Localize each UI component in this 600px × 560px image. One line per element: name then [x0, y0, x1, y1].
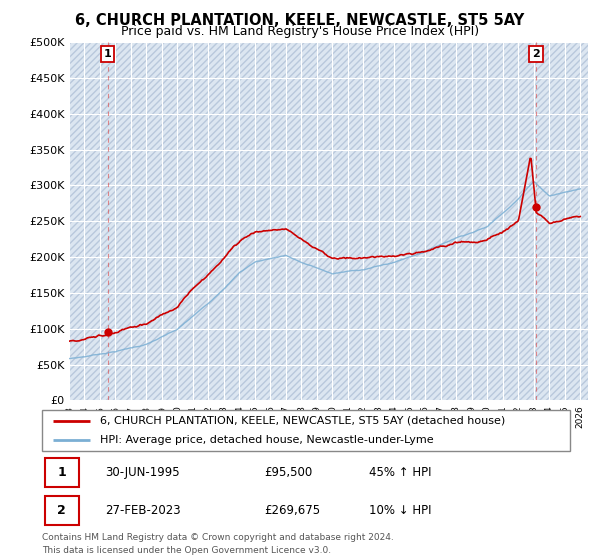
Text: 6, CHURCH PLANTATION, KEELE, NEWCASTLE, ST5 5AY: 6, CHURCH PLANTATION, KEELE, NEWCASTLE, …	[76, 13, 524, 28]
Text: 1: 1	[104, 49, 112, 59]
FancyBboxPatch shape	[44, 458, 79, 487]
Text: HPI: Average price, detached house, Newcastle-under-Lyme: HPI: Average price, detached house, Newc…	[100, 435, 434, 445]
Text: 45% ↑ HPI: 45% ↑ HPI	[370, 466, 432, 479]
FancyBboxPatch shape	[44, 496, 79, 525]
Text: 27-FEB-2023: 27-FEB-2023	[106, 503, 181, 517]
Text: 2: 2	[57, 503, 66, 517]
Text: Contains HM Land Registry data © Crown copyright and database right 2024.
This d: Contains HM Land Registry data © Crown c…	[42, 533, 394, 554]
Text: £95,500: £95,500	[264, 466, 312, 479]
Text: £269,675: £269,675	[264, 503, 320, 517]
Text: 30-JUN-1995: 30-JUN-1995	[106, 466, 180, 479]
FancyBboxPatch shape	[42, 410, 570, 451]
Text: Price paid vs. HM Land Registry's House Price Index (HPI): Price paid vs. HM Land Registry's House …	[121, 25, 479, 38]
Text: 2: 2	[532, 49, 540, 59]
Text: 6, CHURCH PLANTATION, KEELE, NEWCASTLE, ST5 5AY (detached house): 6, CHURCH PLANTATION, KEELE, NEWCASTLE, …	[100, 416, 505, 426]
Text: 1: 1	[57, 466, 66, 479]
Text: 10% ↓ HPI: 10% ↓ HPI	[370, 503, 432, 517]
